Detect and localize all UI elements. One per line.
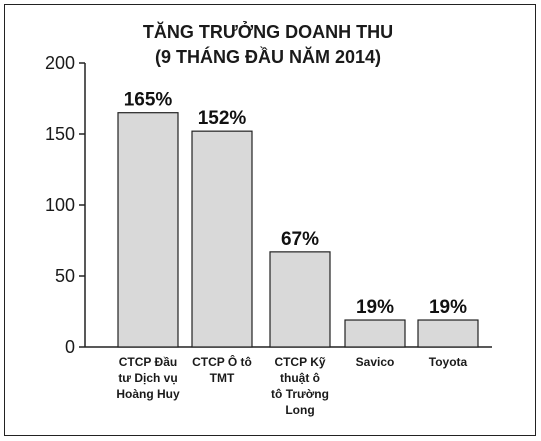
bar bbox=[117, 112, 179, 348]
bar bbox=[269, 251, 331, 348]
category-label: Toyota bbox=[429, 355, 468, 369]
category-label: TMT bbox=[210, 371, 235, 385]
data-label: 19% bbox=[356, 297, 394, 318]
data-label: 152% bbox=[198, 108, 247, 129]
category-label: tư Dịch vụ bbox=[118, 371, 177, 385]
category-label: Savico bbox=[356, 355, 395, 369]
data-label: 19% bbox=[429, 297, 467, 318]
category-label: CTCP Ô tô bbox=[192, 354, 252, 369]
chart-title: TĂNG TRƯỞNG DOANH THU bbox=[143, 21, 393, 42]
y-tick-label: 150 bbox=[45, 124, 75, 144]
category-label: Long bbox=[285, 403, 314, 417]
y-tick-label: 200 bbox=[45, 53, 75, 73]
y-axis-ticks: 0 50 100 150 200 bbox=[45, 53, 85, 357]
category-label: thuật ô bbox=[280, 371, 320, 385]
category-label: Hoàng Huy bbox=[116, 387, 180, 401]
category-label: CTCP Đầu bbox=[119, 355, 177, 369]
y-tick-label: 0 bbox=[65, 337, 75, 357]
category-label: CTCP Kỹ bbox=[274, 355, 325, 369]
data-label: 67% bbox=[281, 229, 319, 250]
chart-subtitle: (9 THÁNG ĐẦU NĂM 2014) bbox=[155, 46, 381, 67]
y-tick-label: 50 bbox=[55, 266, 75, 286]
bar bbox=[417, 319, 479, 348]
bars bbox=[117, 112, 479, 348]
bar bbox=[344, 319, 406, 348]
data-label: 165% bbox=[124, 90, 173, 111]
category-labels: CTCP Đầu tư Dịch vụ Hoàng Huy CTCP Ô tô TMT C… bbox=[116, 354, 467, 417]
bar bbox=[191, 130, 253, 348]
y-tick-label: 100 bbox=[45, 195, 75, 215]
category-label: tô Trường bbox=[271, 387, 329, 401]
data-labels: 165% 152% 67% 19% 19% bbox=[124, 90, 467, 318]
chart-frame bbox=[4, 4, 536, 436]
